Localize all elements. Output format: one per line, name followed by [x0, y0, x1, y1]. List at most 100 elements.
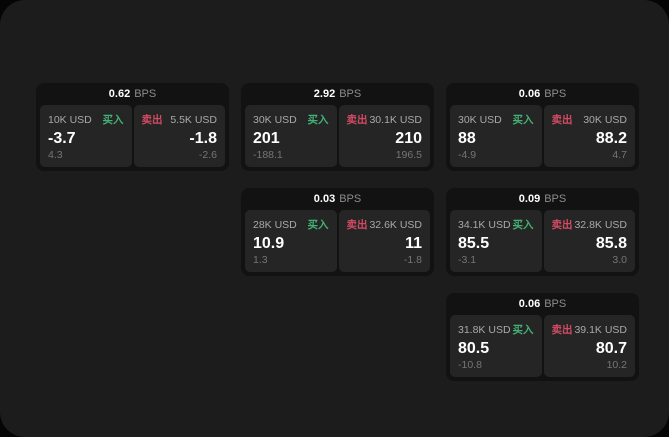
card-header: 0.62 BPS — [36, 83, 229, 105]
buy-delta: 1.3 — [253, 254, 268, 266]
buy-amount: 30K USD — [458, 113, 502, 126]
sell-side-label: 卖出 — [551, 219, 573, 231]
buy-price: 80.5 — [458, 340, 490, 357]
panels-row: 31.8K USD 买入 80.5 -10.8 卖出 39.1K USD 80.… — [446, 315, 639, 381]
card-header: 0.06 BPS — [446, 293, 639, 315]
card-header: 0.06 BPS — [446, 83, 639, 105]
buy-amount: 28K USD — [253, 218, 297, 231]
panels-row: 30K USD 买入 88 -4.9 卖出 30K USD 88.2 4.7 — [446, 105, 639, 171]
quote-card: 0.09 BPS 34.1K USD 买入 85.5 -3.1 卖出 32.8K… — [446, 188, 639, 276]
sell-side-label: 卖出 — [346, 114, 368, 126]
sell-panel-top: 卖出 32.8K USD — [552, 217, 628, 232]
sell-price: -1.8 — [189, 130, 217, 147]
bps-unit-label: BPS — [339, 193, 362, 205]
panels-row: 30K USD 买入 201 -188.1 卖出 30.1K USD 210 1… — [241, 105, 434, 171]
bps-unit-label: BPS — [544, 298, 567, 310]
sell-side-label: 卖出 — [551, 114, 573, 126]
sell-side-label: 卖出 — [551, 324, 573, 336]
sell-amount: 32.6K USD — [369, 218, 422, 231]
buy-side-label: 买入 — [307, 114, 329, 126]
bps-unit-label: BPS — [134, 88, 157, 100]
sell-amount: 32.8K USD — [574, 218, 627, 231]
sell-price: 11 — [405, 235, 422, 252]
buy-panel-top: 28K USD 买入 — [253, 217, 329, 232]
sell-panel[interactable]: 卖出 32.8K USD 85.8 3.0 — [543, 210, 635, 272]
sell-panel-top: 卖出 30K USD — [552, 112, 628, 127]
panels-row: 34.1K USD 买入 85.5 -3.1 卖出 32.8K USD 85.8… — [446, 210, 639, 276]
bps-value: 0.06 — [518, 88, 541, 100]
sell-amount: 5.5K USD — [170, 113, 217, 126]
buy-delta: -188.1 — [253, 149, 283, 161]
sell-delta: 4.7 — [612, 149, 627, 161]
bps-value: 0.62 — [108, 88, 131, 100]
buy-price: 201 — [253, 130, 280, 147]
sell-panel[interactable]: 卖出 5.5K USD -1.8 -2.6 — [133, 105, 225, 167]
buy-side-label: 买入 — [102, 114, 124, 126]
buy-price: 10.9 — [253, 235, 285, 252]
sell-amount: 39.1K USD — [574, 323, 627, 336]
sell-delta: 196.5 — [395, 149, 422, 161]
sell-panel[interactable]: 卖出 32.6K USD 11 -1.8 — [338, 210, 430, 272]
card-header: 0.09 BPS — [446, 188, 639, 210]
sell-side-label: 卖出 — [141, 114, 163, 126]
buy-panel-top: 34.1K USD 买入 — [458, 217, 534, 232]
buy-panel-top: 31.8K USD 买入 — [458, 322, 534, 337]
buy-side-label: 买入 — [512, 114, 534, 126]
sell-panel[interactable]: 卖出 30K USD 88.2 4.7 — [543, 105, 635, 167]
bps-value: 0.09 — [518, 193, 541, 205]
buy-delta: -10.8 — [458, 359, 482, 371]
buy-panel[interactable]: 28K USD 买入 10.9 1.3 — [245, 210, 337, 272]
bps-unit-label: BPS — [544, 193, 567, 205]
bps-value: 2.92 — [313, 88, 336, 100]
bps-value: 0.03 — [313, 193, 336, 205]
sell-panel-top: 卖出 5.5K USD — [142, 112, 218, 127]
buy-panel[interactable]: 31.8K USD 买入 80.5 -10.8 — [450, 315, 542, 377]
buy-amount: 34.1K USD — [458, 218, 511, 231]
buy-panel[interactable]: 30K USD 买入 88 -4.9 — [450, 105, 542, 167]
sell-panel[interactable]: 卖出 30.1K USD 210 196.5 — [338, 105, 430, 167]
buy-panel[interactable]: 30K USD 买入 201 -188.1 — [245, 105, 337, 167]
buy-price: -3.7 — [48, 130, 76, 147]
sell-panel-top: 卖出 30.1K USD — [347, 112, 423, 127]
buy-delta: -4.9 — [458, 149, 477, 161]
buy-amount: 31.8K USD — [458, 323, 511, 336]
panels-row: 10K USD 买入 -3.7 4.3 卖出 5.5K USD -1.8 -2.… — [36, 105, 229, 171]
buy-panel-top: 30K USD 买入 — [458, 112, 534, 127]
buy-side-label: 买入 — [512, 219, 534, 231]
quote-card: 0.06 BPS 30K USD 买入 88 -4.9 卖出 30K USD 8… — [446, 83, 639, 171]
sell-price: 85.8 — [595, 235, 627, 252]
sell-amount: 30K USD — [583, 113, 627, 126]
buy-price: 88 — [458, 130, 476, 147]
buy-panel-top: 10K USD 买入 — [48, 112, 124, 127]
buy-panel[interactable]: 10K USD 买入 -3.7 4.3 — [40, 105, 132, 167]
sell-panel-top: 卖出 32.6K USD — [347, 217, 423, 232]
quote-card: 0.06 BPS 31.8K USD 买入 80.5 -10.8 卖出 39.1… — [446, 293, 639, 381]
buy-delta: -3.1 — [458, 254, 477, 266]
buy-panel[interactable]: 34.1K USD 买入 85.5 -3.1 — [450, 210, 542, 272]
quote-card: 0.62 BPS 10K USD 买入 -3.7 4.3 卖出 5.5K USD… — [36, 83, 229, 171]
sell-price: 80.7 — [595, 340, 627, 357]
bps-unit-label: BPS — [544, 88, 567, 100]
sell-price: 88.2 — [595, 130, 627, 147]
bps-value: 0.06 — [518, 298, 541, 310]
sell-side-label: 卖出 — [346, 219, 368, 231]
buy-side-label: 买入 — [512, 324, 534, 336]
sell-price: 210 — [395, 130, 422, 147]
buy-amount: 30K USD — [253, 113, 297, 126]
sell-panel[interactable]: 卖出 39.1K USD 80.7 10.2 — [543, 315, 635, 377]
sell-delta: -1.8 — [403, 254, 422, 266]
buy-delta: 4.3 — [48, 149, 63, 161]
card-header: 0.03 BPS — [241, 188, 434, 210]
buy-amount: 10K USD — [48, 113, 92, 126]
sell-delta: 10.2 — [606, 359, 627, 371]
sell-delta: 3.0 — [612, 254, 627, 266]
buy-panel-top: 30K USD 买入 — [253, 112, 329, 127]
sell-delta: -2.6 — [198, 149, 217, 161]
quote-card: 2.92 BPS 30K USD 买入 201 -188.1 卖出 30.1K … — [241, 83, 434, 171]
buy-price: 85.5 — [458, 235, 490, 252]
panels-row: 28K USD 买入 10.9 1.3 卖出 32.6K USD 11 -1.8 — [241, 210, 434, 276]
bps-unit-label: BPS — [339, 88, 362, 100]
card-header: 2.92 BPS — [241, 83, 434, 105]
quote-card: 0.03 BPS 28K USD 买入 10.9 1.3 卖出 32.6K US… — [241, 188, 434, 276]
